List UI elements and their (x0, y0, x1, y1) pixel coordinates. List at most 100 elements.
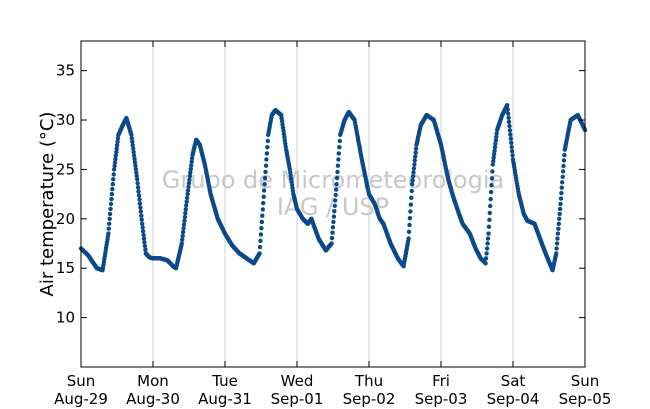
data-point (139, 213, 144, 218)
y-tick-label: 10 (56, 309, 75, 327)
y-tick-label: 30 (56, 111, 75, 129)
data-point (506, 115, 511, 121)
y-axis-title: Air temperature (°C) (37, 112, 58, 297)
data-point (336, 157, 341, 162)
data-point (143, 247, 148, 252)
data-point (560, 180, 565, 185)
x-tick-label-date: Sep-04 (487, 390, 540, 408)
data-point (337, 145, 342, 150)
x-tick-label-date: Aug-31 (198, 390, 252, 408)
data-point (409, 195, 414, 200)
data-point (487, 217, 492, 222)
data-point (263, 169, 268, 175)
data-point (408, 202, 414, 207)
data-point (107, 216, 112, 221)
data-point (189, 156, 195, 161)
data-point (332, 203, 337, 208)
data-point (261, 194, 266, 199)
data-point (509, 149, 515, 154)
data-point (505, 103, 510, 108)
data-point (258, 232, 264, 237)
data-point (187, 174, 193, 179)
data-point (491, 155, 496, 160)
data-point (411, 166, 417, 171)
data-point (137, 201, 143, 206)
data-point (494, 131, 499, 136)
data-point (259, 226, 264, 231)
data-point (112, 160, 118, 165)
data-point (410, 178, 415, 183)
data-point (560, 174, 565, 179)
data-series (78, 103, 588, 273)
data-point (185, 188, 191, 193)
data-point (561, 158, 567, 163)
data-point (109, 191, 115, 197)
data-point (510, 153, 515, 158)
data-point (505, 107, 510, 112)
data-point (509, 140, 514, 145)
data-point (179, 241, 184, 246)
data-point (129, 136, 134, 141)
data-point (186, 181, 192, 186)
data-point (180, 233, 185, 239)
data-point (182, 214, 188, 220)
data-point (136, 193, 142, 198)
data-point (554, 246, 559, 251)
x-tick-label-weekday: Mon (137, 372, 169, 390)
data-point (136, 189, 141, 194)
data-point (556, 221, 561, 226)
data-point (106, 226, 112, 231)
data-point (258, 238, 263, 243)
data-point (413, 154, 418, 159)
data-point (140, 229, 146, 234)
data-point (411, 170, 416, 175)
data-point (265, 138, 270, 144)
data-point (410, 174, 416, 179)
data-point (113, 153, 119, 158)
data-point (182, 218, 187, 223)
data-point (509, 144, 514, 150)
data-point (557, 216, 562, 221)
data-point (486, 224, 492, 229)
data-point (263, 163, 269, 168)
data-point (488, 196, 493, 202)
data-point (115, 136, 121, 141)
data-point (491, 151, 497, 157)
data-point (557, 206, 563, 212)
data-point (132, 156, 137, 161)
data-point (135, 181, 140, 186)
x-tick-label-weekday: Sat (501, 372, 526, 390)
data-point (485, 241, 490, 246)
data-point (334, 182, 339, 187)
data-point (183, 210, 188, 216)
x-tick-label-date: Sep-05 (559, 390, 612, 408)
data-point (110, 182, 116, 187)
data-point (494, 134, 499, 139)
data-point (140, 221, 145, 226)
data-point (134, 173, 139, 179)
data-point (130, 139, 135, 144)
data-point (264, 151, 270, 156)
data-point (260, 207, 265, 212)
data-point (335, 163, 341, 168)
data-point (505, 111, 511, 116)
x-tick-label-date: Sep-01 (271, 390, 324, 408)
data-point (507, 128, 513, 133)
data-point (487, 210, 492, 216)
data-point (130, 142, 135, 148)
data-point (409, 188, 414, 194)
data-point (491, 158, 496, 164)
data-point (488, 203, 493, 209)
x-tick-label-date: Aug-29 (54, 390, 108, 408)
data-point (133, 163, 138, 168)
data-point (484, 251, 489, 256)
data-point (329, 235, 335, 241)
data-point (334, 175, 340, 181)
data-point (188, 170, 193, 175)
data-point (407, 216, 413, 221)
data-point (138, 209, 143, 214)
data-point (107, 221, 112, 226)
data-point (492, 145, 498, 150)
x-tick-label-weekday: Sun (67, 372, 96, 390)
data-point (554, 241, 560, 246)
